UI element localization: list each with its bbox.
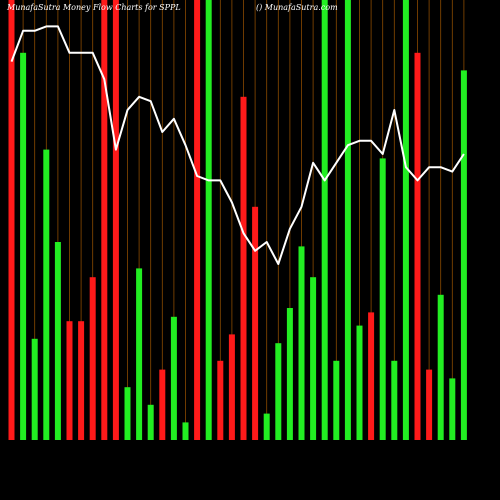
money-flow-bar [89,277,96,440]
site-credit: () MunafaSutra.com [256,3,338,12]
money-flow-bar [391,360,398,440]
money-flow-bar [449,378,456,440]
chart-title: MunafaSutra Money Flow Charts for SPPL [7,3,181,12]
money-flow-bar [252,206,259,440]
money-flow-bar [112,0,119,440]
money-flow-bar [240,96,247,441]
money-flow-bar [286,308,293,440]
money-flow-bars [8,0,467,441]
money-flow-bar [437,294,444,440]
money-flow-bar [136,268,143,440]
money-flow-bar [263,413,270,440]
flow-line [10,25,465,265]
money-flow-bar [205,0,212,440]
money-flow-bar [8,0,15,440]
money-flow-bar [147,404,154,440]
money-flow-bar [66,321,73,440]
money-flow-bar [310,277,317,440]
money-flow-bar [426,369,433,440]
money-flow-bar [182,422,189,440]
money-flow-bar [54,242,61,440]
money-flow-bar [402,0,409,440]
money-flow-bar [31,338,38,440]
money-flow-bar [78,321,85,440]
money-flow-bar [101,0,108,440]
money-flow-bar [20,52,27,441]
money-flow-bar [298,246,305,440]
flow-line-layer [10,25,465,265]
money-flow-bar [170,316,177,440]
money-flow-bar [124,387,131,440]
money-flow-bar [159,369,166,440]
money-flow-bar [379,158,386,440]
money-flow-bar [414,52,421,441]
money-flow-bar [460,70,467,441]
money-flow-bar [321,0,328,440]
money-flow-bar [344,0,351,440]
money-flow-bar [368,312,375,440]
money-flow-bar [275,343,282,440]
money-flow-bar [356,325,363,440]
money-flow-bar [194,0,201,440]
money-flow-bar [43,149,50,440]
money-flow-bar [228,334,235,440]
money-flow-bar [217,360,224,440]
money-flow-bar [333,360,340,440]
